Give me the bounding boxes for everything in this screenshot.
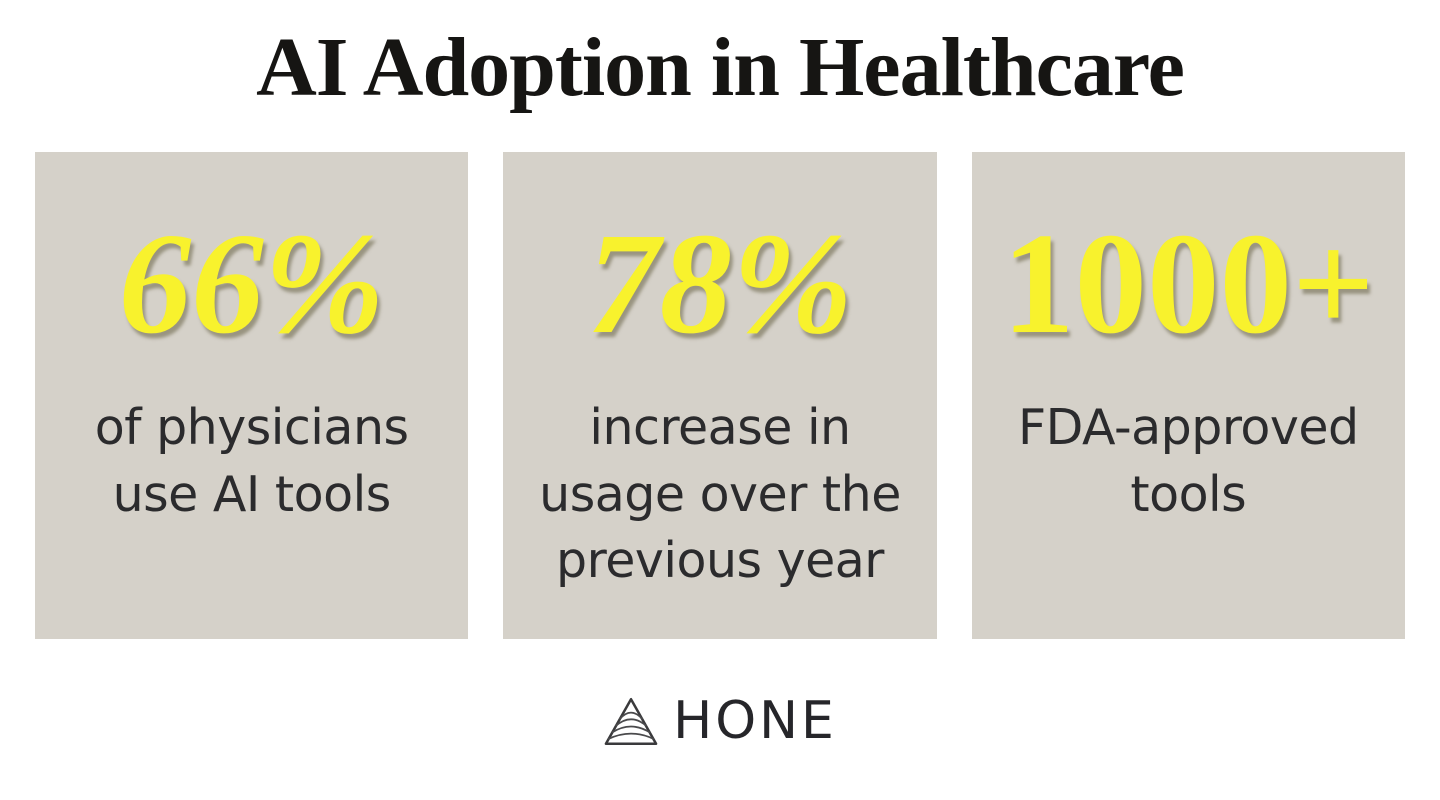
stat-card-physicians: 66% of physicians use AI tools — [35, 152, 469, 639]
triangle-arcs-icon — [604, 697, 658, 745]
stat-label-line: usage over the — [539, 465, 901, 523]
stat-label-physicians: of physicians use AI tools — [95, 395, 409, 528]
stat-label-line: FDA-approved — [1017, 399, 1359, 456]
stat-label-line: tools — [1130, 465, 1247, 523]
stats-row: 66% of physicians use AI tools 78% incre… — [0, 152, 1440, 639]
stat-card-usage-increase: 78% increase in usage over the previous … — [503, 152, 937, 639]
stat-label-usage-increase: increase in usage over the previous year — [539, 395, 901, 595]
stat-value-usage-increase: 78% — [587, 204, 853, 364]
stat-label-line: increase in — [589, 399, 851, 456]
stat-value-fda-tools: 1000+ — [1002, 204, 1375, 364]
stat-label-line: previous year — [556, 532, 884, 590]
stat-label-line: of physicians — [94, 399, 409, 456]
page-title: AI Adoption in Healthcare — [256, 21, 1185, 114]
brand-footer: HONE — [603, 695, 837, 747]
stat-label-fda-tools: FDA-approved tools — [1018, 395, 1359, 528]
stat-card-fda-tools: 1000+ FDA-approved tools — [971, 152, 1405, 639]
stat-label-line: use AI tools — [112, 465, 392, 523]
brand-name: HONE — [673, 691, 837, 751]
stat-value-physicians: 66% — [118, 204, 385, 364]
